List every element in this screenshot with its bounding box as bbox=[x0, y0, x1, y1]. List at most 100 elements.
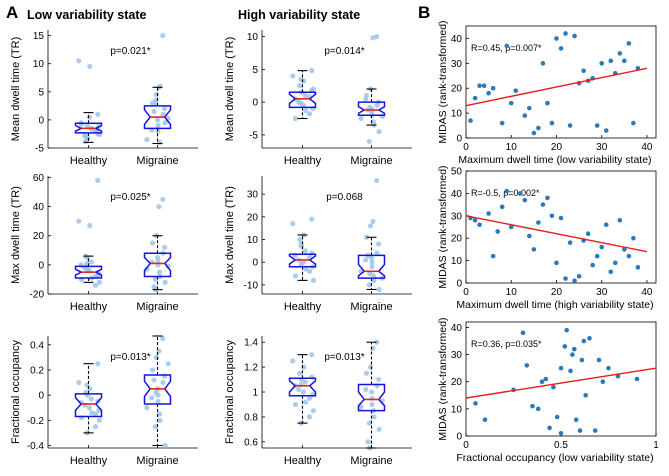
high-fo-jitter-point bbox=[358, 404, 364, 410]
low-max-jitter-point bbox=[88, 259, 94, 265]
b-bottom-ytick-label: 0 bbox=[456, 432, 462, 443]
b-bottom-data-point bbox=[615, 373, 621, 379]
high-max-box-healthy bbox=[288, 253, 317, 268]
low-mean-xtick-label-healthy: Healthy bbox=[70, 155, 108, 167]
high-max-p-value: p=0.068 bbox=[326, 192, 363, 203]
b-top-xtick-label: 20 bbox=[551, 142, 563, 153]
high-fo-ytick-label: 0.8 bbox=[244, 412, 258, 423]
b-top-data-point bbox=[504, 43, 510, 49]
low-max-jitter-point bbox=[149, 240, 156, 246]
b-bottom-data-point bbox=[520, 330, 526, 336]
high-fo-jitter-point bbox=[376, 426, 382, 432]
high-mean-box-healthy bbox=[288, 91, 317, 109]
b-middle-data-point bbox=[486, 211, 491, 216]
b-middle-data-point bbox=[590, 262, 595, 268]
low-fo-jitter-point bbox=[76, 379, 82, 386]
high-max-jitter-point bbox=[363, 234, 370, 240]
b-middle-data-point bbox=[567, 240, 573, 245]
low-max-jitter-point bbox=[155, 257, 161, 264]
b-top-ytick-label: 0 bbox=[456, 134, 462, 145]
b-middle-ytick-label: 20 bbox=[451, 234, 463, 245]
b-middle-data-point bbox=[504, 188, 510, 194]
b-bottom-ylabel: MIDAS (rank-transformed) bbox=[437, 317, 449, 440]
low-fo-jitter-point bbox=[95, 361, 101, 367]
low-mean-jitter-point bbox=[162, 106, 168, 112]
high-mean-xtick-label-healthy: Healthy bbox=[284, 155, 322, 167]
high-mean-ytick-label: -5 bbox=[249, 130, 258, 141]
b-top-fit-line bbox=[465, 67, 648, 107]
b-middle-ytick-label: 50 bbox=[451, 167, 463, 178]
high-max-jitter-point bbox=[310, 277, 316, 283]
b-bottom-data-point bbox=[572, 346, 577, 352]
b-middle-data-point bbox=[622, 247, 627, 252]
low-mean-jitter-point bbox=[155, 122, 161, 129]
high-max-xtick-label-healthy: Healthy bbox=[284, 301, 322, 313]
high-fo-jitter-point bbox=[310, 408, 316, 414]
low-mean-jitter-point bbox=[151, 108, 157, 115]
low-fo-jitter-point bbox=[144, 405, 150, 411]
low-max-ylabel: Max dwell time (TR) bbox=[10, 186, 22, 284]
b-bottom-data-point bbox=[543, 376, 549, 382]
high-max-ytick-label: -10 bbox=[244, 280, 259, 291]
b-bottom-data-point bbox=[581, 338, 587, 344]
b-middle-ylabel: MIDAS (rank-transformed) bbox=[437, 165, 449, 288]
b-top-data-point bbox=[626, 41, 632, 46]
b-middle-data-point bbox=[490, 253, 496, 259]
b-top-xtick-label: 30 bbox=[596, 142, 608, 153]
panel-b-letter: B bbox=[418, 3, 431, 22]
low-fo-box-migraine bbox=[143, 374, 172, 405]
low-max-jitter-point bbox=[162, 279, 168, 285]
b-middle-data-point bbox=[499, 204, 505, 210]
high-mean-ytick-label: 0 bbox=[252, 98, 258, 109]
high-max-jitter-point bbox=[371, 277, 377, 283]
b-bottom-data-point bbox=[587, 335, 592, 341]
high-mean-box-migraine bbox=[357, 101, 386, 116]
low-max-box-healthy bbox=[74, 265, 103, 279]
b-middle-plot-frame bbox=[465, 170, 657, 284]
b-top-plot-frame bbox=[465, 25, 657, 139]
b-bottom-data-point bbox=[573, 417, 579, 423]
b-middle-data-point bbox=[536, 220, 541, 225]
low-max-jitter-point bbox=[162, 244, 168, 250]
low-max-jitter-point bbox=[92, 282, 99, 288]
b-bottom-data-point bbox=[606, 365, 611, 371]
low-mean-ytick-label: 5 bbox=[38, 87, 44, 98]
high-max-jitter-point bbox=[369, 264, 375, 270]
low-max-ytick-label: 20 bbox=[33, 231, 45, 242]
high-fo-ytick-label: 1 bbox=[252, 388, 258, 399]
b-top-xtick-label: 40 bbox=[641, 142, 653, 153]
b-middle-data-point bbox=[508, 224, 514, 230]
high-max-xtick-label-migraine: Migraine bbox=[350, 301, 392, 313]
b-middle-data-point bbox=[608, 269, 614, 275]
b-top-ytick-label: 10 bbox=[451, 109, 463, 120]
b-middle-xtick-label: 20 bbox=[551, 287, 563, 298]
high-max-jitter-point bbox=[376, 286, 382, 293]
high-fo-jitter-point bbox=[309, 352, 315, 358]
b-middle-fit-line bbox=[465, 215, 648, 253]
high-fo-jitter-point bbox=[363, 386, 369, 393]
b-bottom-data-point bbox=[473, 401, 478, 406]
b-top-data-point bbox=[536, 125, 541, 131]
low-fo-jitter-point bbox=[92, 424, 99, 430]
low-mean-jitter-point bbox=[87, 63, 93, 70]
b-middle-data-point bbox=[549, 213, 555, 219]
b-top-xlabel: Maximum dwell time (low variability stat… bbox=[458, 154, 651, 166]
b-bottom-data-point bbox=[562, 344, 568, 349]
low-fo-jitter-point bbox=[96, 417, 102, 423]
b-middle-ytick-label: 30 bbox=[451, 211, 463, 222]
high-fo-jitter-point bbox=[306, 414, 313, 420]
high-max-jitter-point bbox=[370, 218, 376, 224]
b-top-data-point bbox=[631, 120, 636, 126]
high-fo-xtick-label-healthy: Healthy bbox=[284, 455, 322, 467]
b-top-data-point bbox=[527, 105, 532, 111]
b-top-data-point bbox=[490, 85, 496, 91]
high-fo-jitter-point bbox=[376, 376, 382, 383]
b-top-data-point bbox=[549, 120, 555, 126]
low-fo-jitter-point bbox=[156, 411, 163, 417]
low-fo-xtick-label-migraine: Migraine bbox=[136, 455, 178, 467]
b-middle-data-point bbox=[472, 217, 478, 223]
low-fo-jitter-point bbox=[149, 367, 156, 373]
b-middle-data-point bbox=[495, 229, 500, 234]
low-mean-box-migraine bbox=[143, 105, 172, 130]
